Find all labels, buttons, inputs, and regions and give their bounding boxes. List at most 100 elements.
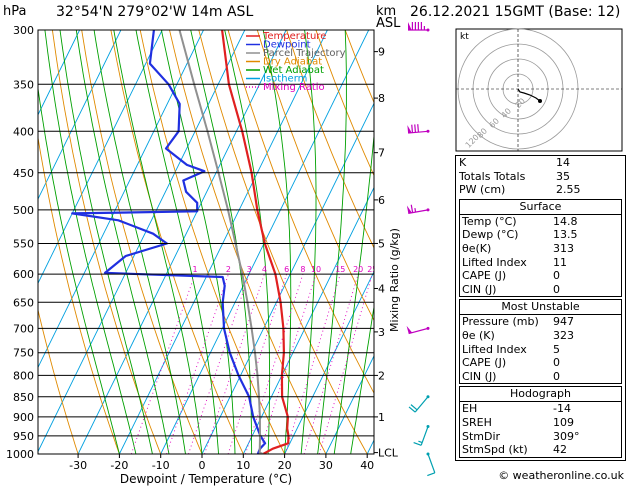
wet-adiabat-line <box>135 30 219 454</box>
pressure-tick-label: 850 <box>13 391 34 404</box>
isotherm-line <box>77 30 287 454</box>
isotherm-line <box>38 30 81 116</box>
surface-label: θe(K) <box>462 241 492 255</box>
mixing-ratio-label: 1 <box>192 265 197 274</box>
isotherm-line <box>38 30 122 201</box>
surface-label: Temp (°C) <box>462 214 517 228</box>
barb-half-flag <box>414 208 417 213</box>
most-unstable-label: Pressure (mb) <box>462 315 539 329</box>
surface-value: 11 <box>553 255 567 269</box>
most-unstable-row: Lifted Index 5 <box>460 343 621 357</box>
series-temperature-line <box>221 30 290 454</box>
legend-label: Wet Adiabat <box>263 65 324 76</box>
barb-staff <box>414 396 429 413</box>
index-label: K <box>459 156 467 169</box>
wet-adiabat-line <box>350 303 374 454</box>
pressure-tick-label: 750 <box>13 347 34 360</box>
most-unstable-label: CIN (J) <box>462 369 497 383</box>
barb-flag <box>413 442 422 446</box>
index-value: 2.55 <box>556 183 581 197</box>
most-unstable-title: Most Unstable <box>460 300 621 316</box>
surface-value: 313 <box>553 241 574 255</box>
km-tick-label: 7 <box>378 147 385 160</box>
wind-barb <box>407 124 430 134</box>
hodograph-stat-value: -14 <box>553 402 571 416</box>
surface-section: Surface Temp (°C) 14.8 Dewp (°C) 13.5 θe(K) 3… <box>459 198 622 298</box>
isotherm-line <box>201 102 374 454</box>
km-tick-label: 9 <box>378 46 385 59</box>
most-unstable-label: Lifted Index <box>462 342 527 356</box>
indices-table: K 14 Totals Totals 35 PW (cm) 2.55 Surface Te… <box>455 155 626 461</box>
most-unstable-value: 0 <box>553 356 560 370</box>
legend-label: Isotherm <box>263 74 307 85</box>
x-tick-label: 30 <box>319 459 333 472</box>
barb-staff <box>420 426 429 446</box>
plot-frame <box>37 29 375 455</box>
surface-value: 0 <box>553 282 560 296</box>
legend-label: Parcel Trajectory <box>263 48 346 59</box>
hodograph-stat-value: 109 <box>553 415 574 429</box>
surface-label: CAPE (J) <box>462 269 507 283</box>
surface-row: CAPE (J) 0 <box>460 269 621 283</box>
barb-staff <box>408 209 429 214</box>
surface-value: 0 <box>553 269 560 283</box>
pressure-tick-label: 700 <box>13 322 34 335</box>
km-tick-label: 3 <box>378 326 385 339</box>
barb-flag <box>408 406 416 413</box>
index-row: PW (cm) 2.55 <box>456 183 625 197</box>
most-unstable-value: 5 <box>553 342 560 356</box>
pressure-tick-label: 500 <box>13 204 34 217</box>
pressure-tick-label: 950 <box>13 430 34 443</box>
hodograph-stat-row: StmSpd (kt) 42 <box>460 443 621 457</box>
pressure-tick-label: 900 <box>13 411 34 424</box>
datetime-title: 26.12.2021 15GMT (Base: 12) <box>410 4 621 20</box>
mixing-ratio-label: 25 <box>367 265 377 274</box>
hodograph-stat-value: 309° <box>553 429 580 443</box>
x-tick-label: 0 <box>199 459 206 472</box>
barb-flag <box>427 472 436 477</box>
dry-adiabat-line <box>256 30 374 322</box>
mixing-ratio-line <box>303 273 359 454</box>
asl-unit-label: ASL <box>376 16 401 31</box>
copyright-text: © weatheronline.co.uk <box>498 469 624 482</box>
most-unstable-label: CAPE (J) <box>462 356 507 370</box>
barb-base <box>426 452 430 456</box>
barb-pennant <box>408 22 412 30</box>
x-tick-label: 10 <box>236 459 250 472</box>
hodograph-stat-label: StmSpd (kt) <box>462 443 528 457</box>
surface-label: CIN (J) <box>462 282 497 296</box>
mixing-ratio-label: 15 <box>335 265 345 274</box>
wet-adiabat-line <box>38 85 120 454</box>
most-unstable-row: CIN (J) 0 <box>460 370 621 384</box>
most-unstable-row: θe (K) 323 <box>460 329 621 343</box>
hodograph-unit-label: kt <box>460 32 469 42</box>
mixing-ratio-label: 10 <box>311 265 321 274</box>
wind-barb <box>406 204 430 214</box>
km-unit-label: km <box>376 4 397 19</box>
surface-row: Dewp (°C) 13.5 <box>460 228 621 242</box>
pressure-tick-label: 650 <box>13 296 34 309</box>
barb-staff <box>427 453 436 473</box>
index-label: Totals Totals <box>459 169 526 183</box>
hodograph-stats-section: Hodograph EH -14 SREH 109 StmDir 309° StmSpd (… <box>459 386 622 458</box>
pressure-tick-label: 300 <box>13 24 34 37</box>
km-tick-label: 8 <box>378 92 385 105</box>
dry-adiabat-line <box>315 30 374 177</box>
surface-row: CIN (J) 0 <box>460 283 621 297</box>
barb-base <box>426 395 430 399</box>
dry-adiabat-line <box>38 308 79 454</box>
x-tick-label: -20 <box>110 459 128 472</box>
wind-barb <box>408 22 430 32</box>
isotherm-line <box>325 354 374 454</box>
legend-label: Temperature <box>262 31 326 42</box>
most-unstable-label: θe (K) <box>462 328 495 342</box>
most-unstable-value: 323 <box>553 328 574 342</box>
barb-flag <box>410 404 418 411</box>
dry-adiabat-line <box>51 30 162 454</box>
mixing-ratio-label: 3 <box>247 265 252 274</box>
barb-flag <box>410 204 414 213</box>
mixing-ratio-axis-label: Mixing Ratio (g/kg) <box>388 228 401 332</box>
pressure-tick-label: 600 <box>13 268 34 281</box>
hpa-unit-label: hPa <box>3 4 27 19</box>
